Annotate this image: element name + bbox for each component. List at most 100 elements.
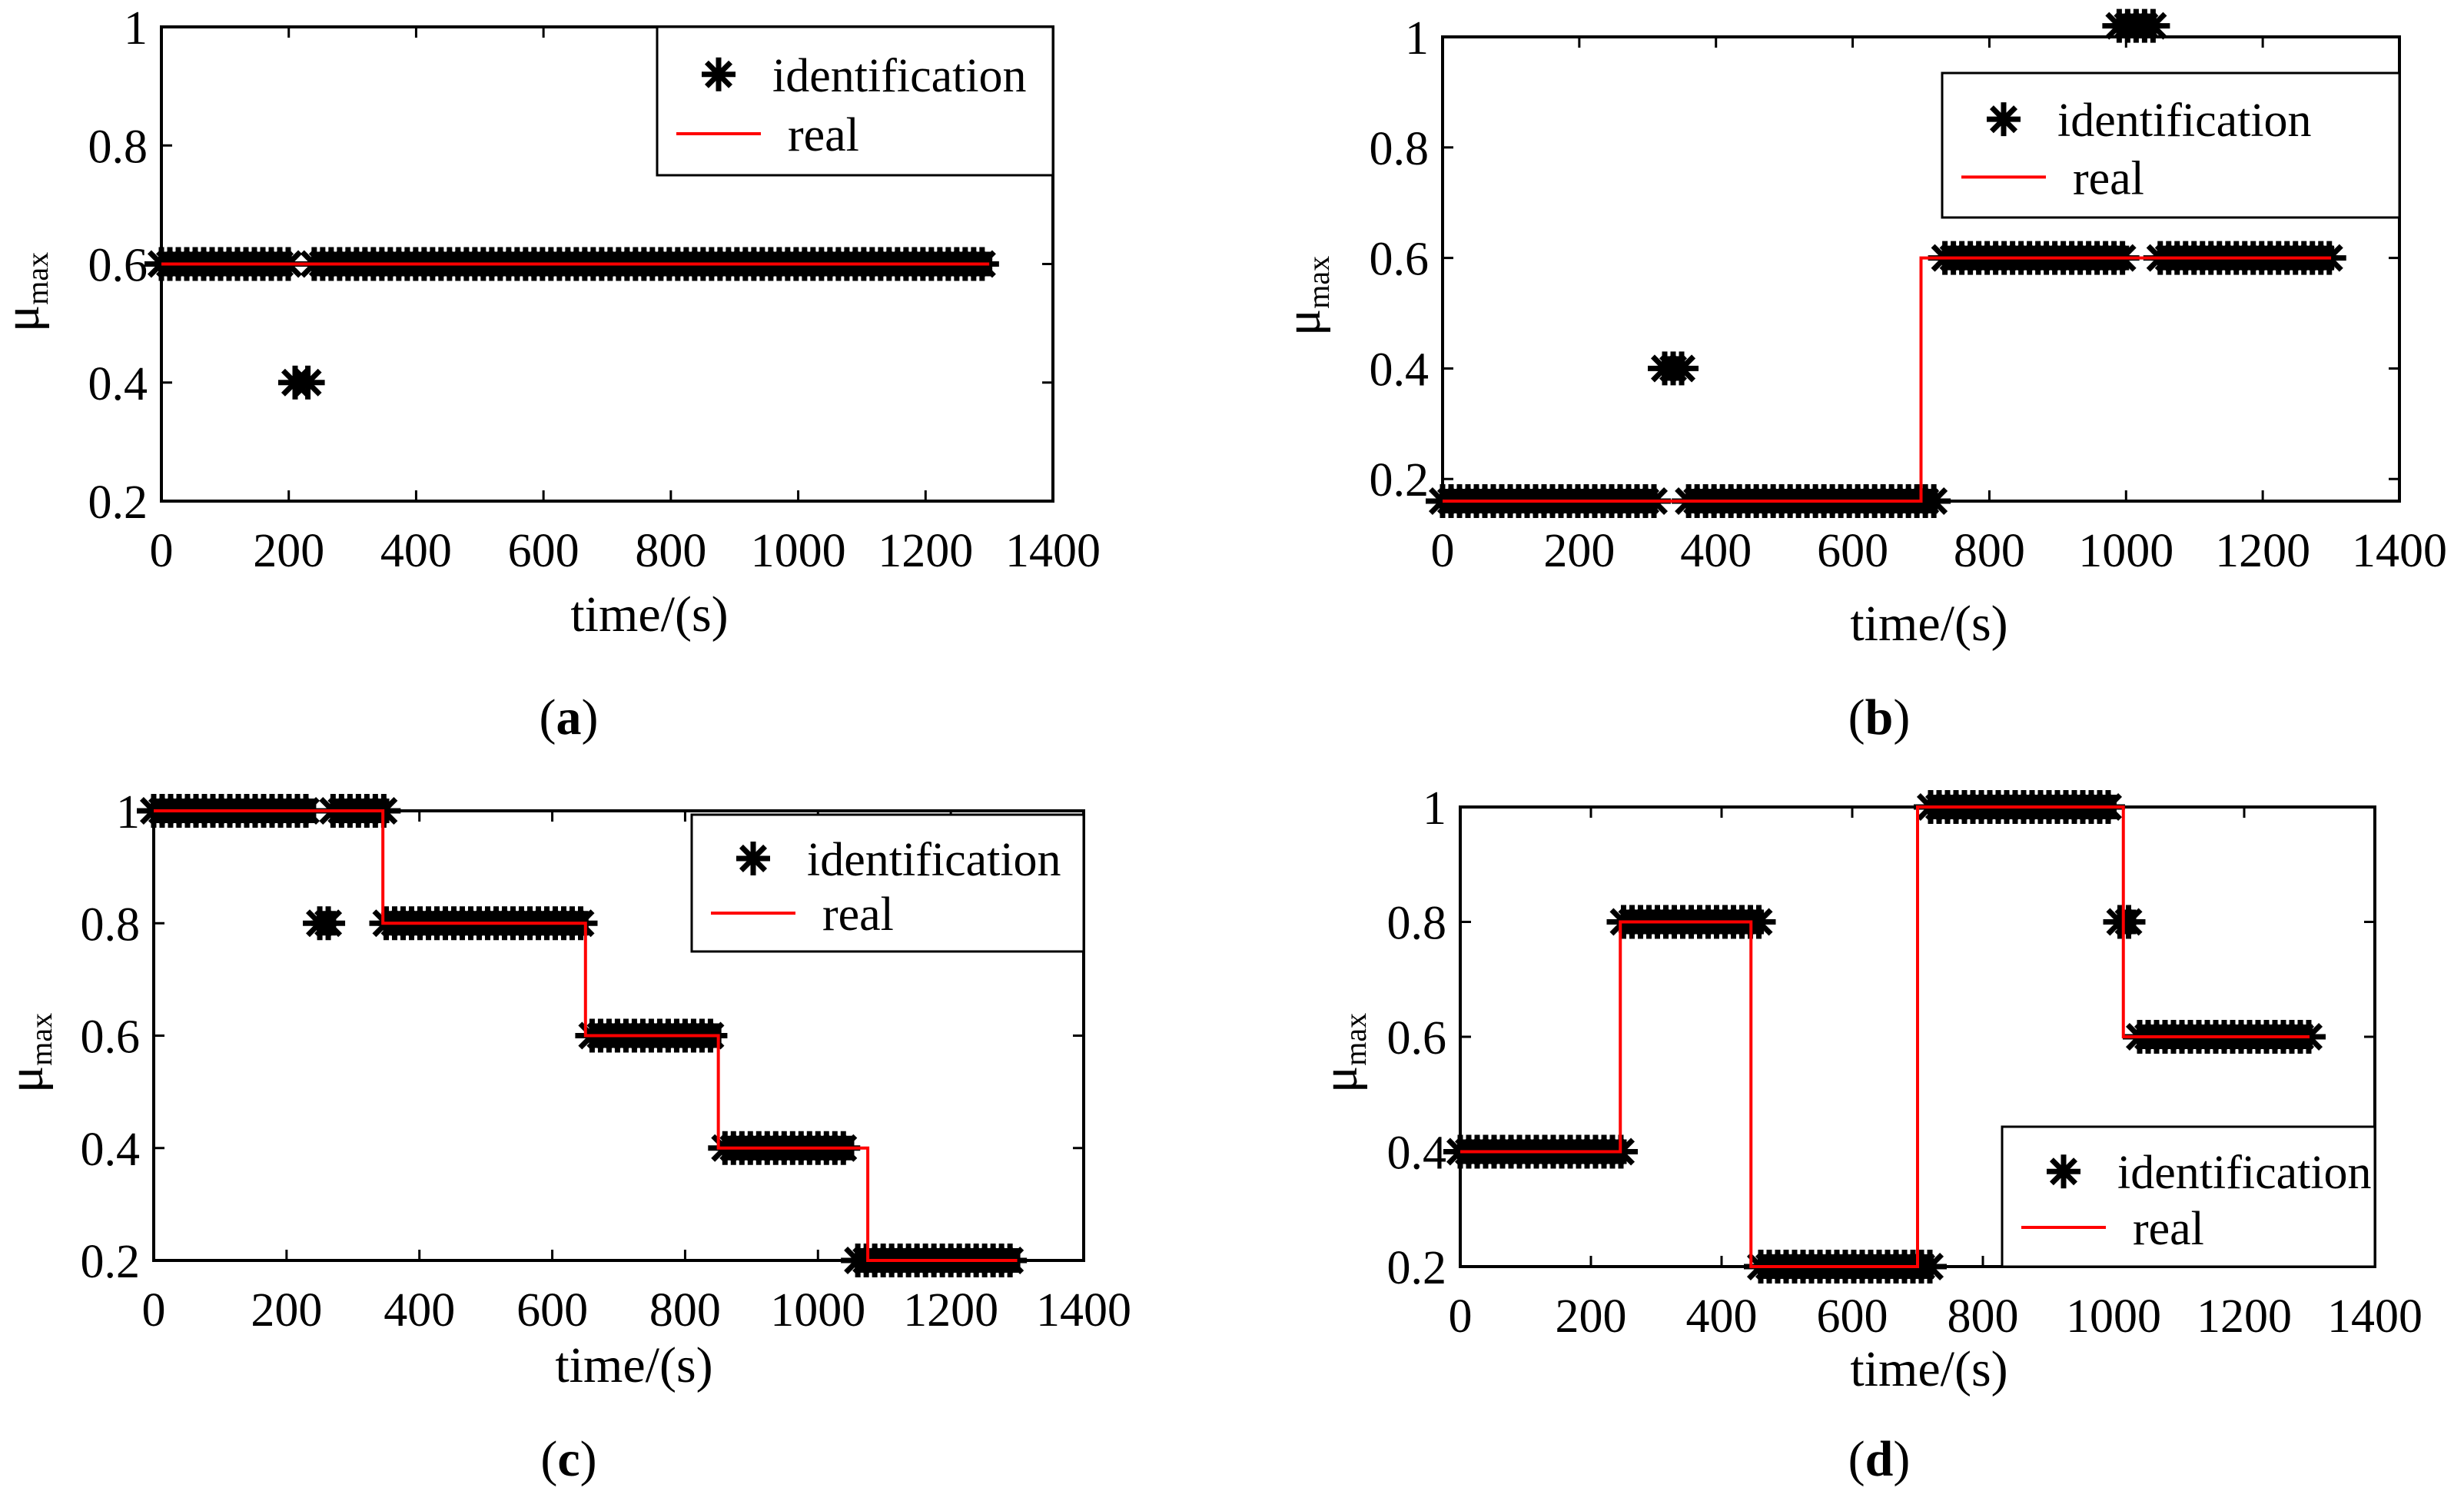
x-tick-label: 600: [516, 1284, 588, 1337]
y-tick-label: 1: [116, 786, 140, 839]
x-tick-label: 0: [150, 525, 174, 577]
x-tick-label: 1400: [2352, 525, 2447, 577]
legend-label-identification: identification: [2057, 95, 2312, 147]
x-tick-label: 400: [1686, 1290, 1758, 1343]
y-tick-label: 0.6: [1387, 1012, 1447, 1064]
x-tick-label: 1200: [878, 525, 973, 577]
x-tick-label: 800: [1954, 525, 2025, 577]
x-tick-label: 1200: [2215, 525, 2310, 577]
legend-box: [656, 25, 1054, 177]
asterisk-marker: [311, 906, 346, 941]
x-tick-label: 200: [1556, 1290, 1627, 1343]
asterisk-marker: [1913, 1250, 1947, 1284]
y-tick-label: 0.2: [88, 477, 148, 529]
legend-label-identification: identification: [2117, 1147, 2372, 1199]
y-tick-label: 1: [124, 2, 148, 55]
x-tick-label: 1400: [1036, 1284, 1131, 1337]
y-tick-label: 0.2: [1387, 1242, 1447, 1294]
x-tick-label: 800: [635, 525, 706, 577]
x-axis-label: time/(s): [555, 1337, 712, 1393]
y-tick-label: 0.8: [81, 898, 141, 951]
panel-caption: (c): [540, 1431, 596, 1487]
y-tick-label: 0.4: [1387, 1127, 1447, 1180]
asterisk-marker: [1987, 102, 2021, 137]
series-real-line: [154, 809, 1018, 1262]
x-tick-label: 1400: [1005, 525, 1101, 577]
series-identification: [144, 247, 999, 400]
y-tick-label: 1: [1423, 782, 1446, 835]
x-tick-label: 400: [1680, 525, 1752, 577]
legend-label-identification: identification: [807, 834, 1061, 886]
y-tick-label: 0.4: [88, 358, 148, 410]
chart-panel-a: 0 200 400 600 800 1000 1200 1400 0.2 0.4 0.6 0.8 1 μm…: [0, 2, 1101, 746]
panel-caption: (a): [540, 689, 599, 746]
x-tick-label: 200: [253, 525, 324, 577]
y-tick-label: 0.4: [1370, 344, 1430, 396]
legend-label-identification: identification: [772, 50, 1027, 102]
panel-caption: (b): [1848, 689, 1911, 746]
legend-box: [2001, 1125, 2376, 1268]
x-tick-label: 0: [1449, 1290, 1473, 1343]
y-axis-label-subscript: max: [20, 252, 55, 305]
panel-letter: a: [556, 689, 582, 746]
asterisk-marker: [291, 365, 325, 400]
x-tick-label: 600: [508, 525, 579, 577]
x-tick-label: 600: [1817, 1290, 1888, 1343]
y-tick-label: 0.8: [88, 121, 148, 173]
y-axis-label-subscript: max: [1301, 256, 1336, 309]
y-tick-label: 0.6: [81, 1011, 141, 1064]
asterisk-marker: [2047, 1154, 2080, 1189]
panel-caption: (d): [1848, 1431, 1911, 1487]
x-tick-label: 1000: [770, 1284, 865, 1337]
chart-panel-b: 0 200 400 600 800 1000 1200 1400 0.2 0.4 0.6 0.8 1 μm…: [1275, 8, 2447, 746]
asterisk-marker: [2111, 905, 2146, 939]
x-tick-label: 1000: [751, 525, 846, 577]
x-tick-label: 600: [1817, 525, 1888, 577]
y-tick-label: 0.6: [1370, 234, 1430, 286]
legend-label-real: real: [2133, 1203, 2204, 1255]
x-tick-label: 1200: [903, 1284, 998, 1337]
chart-panel-d: 0 200 400 600 800 1000 1200 1400 0.2 0.4 0.6 0.8 1 μm…: [1312, 782, 2422, 1487]
x-tick-label: 1000: [2066, 1290, 2161, 1343]
series-real-line: [1460, 805, 2310, 1268]
x-tick-label: 1400: [2327, 1290, 2422, 1343]
x-axis-label: time/(s): [1850, 596, 2007, 652]
x-tick-label: 0: [142, 1284, 166, 1337]
x-axis-label: time/(s): [570, 586, 728, 643]
legend-label-real: real: [788, 109, 859, 161]
x-tick-label: 400: [380, 525, 452, 577]
x-tick-label: 400: [384, 1284, 455, 1337]
y-axis-label-subscript: max: [24, 1013, 58, 1066]
asterisk-marker: [736, 841, 770, 875]
y-tick-label: 0.6: [88, 240, 148, 292]
x-tick-label: 1000: [2078, 525, 2173, 577]
asterisk-marker: [702, 57, 736, 91]
panel-letter: c: [557, 1431, 579, 1487]
x-axis-label: time/(s): [1850, 1341, 2007, 1397]
panel-letter: d: [1865, 1431, 1894, 1487]
y-tick-label: 0.4: [81, 1124, 141, 1176]
x-tick-label: 1200: [2197, 1290, 2292, 1343]
legend-box: [690, 813, 1085, 953]
chart-panel-c: 0 200 400 600 800 1000 1200 1400 0.2 0.4 0.6 0.8 1 μm…: [0, 786, 1131, 1487]
x-tick-label: 200: [251, 1284, 322, 1337]
x-tick-label: 200: [1543, 525, 1615, 577]
y-tick-label: 1: [1405, 12, 1429, 65]
x-tick-label: 800: [1948, 1290, 2019, 1343]
asterisk-marker: [2136, 8, 2170, 43]
legend: identification real: [656, 25, 1054, 177]
y-axis-label: μmax: [1275, 256, 1336, 336]
asterisk-marker: [1665, 351, 1699, 386]
y-axis-label-subscript: max: [1338, 1013, 1373, 1066]
series-real-line: [1443, 256, 2332, 503]
x-tick-label: 800: [649, 1284, 721, 1337]
legend-label-real: real: [2073, 152, 2144, 204]
y-axis-label: μmax: [0, 252, 55, 332]
panel-letter: b: [1865, 689, 1894, 746]
legend-box: [1941, 71, 2401, 219]
y-tick-label: 0.8: [1370, 123, 1430, 175]
